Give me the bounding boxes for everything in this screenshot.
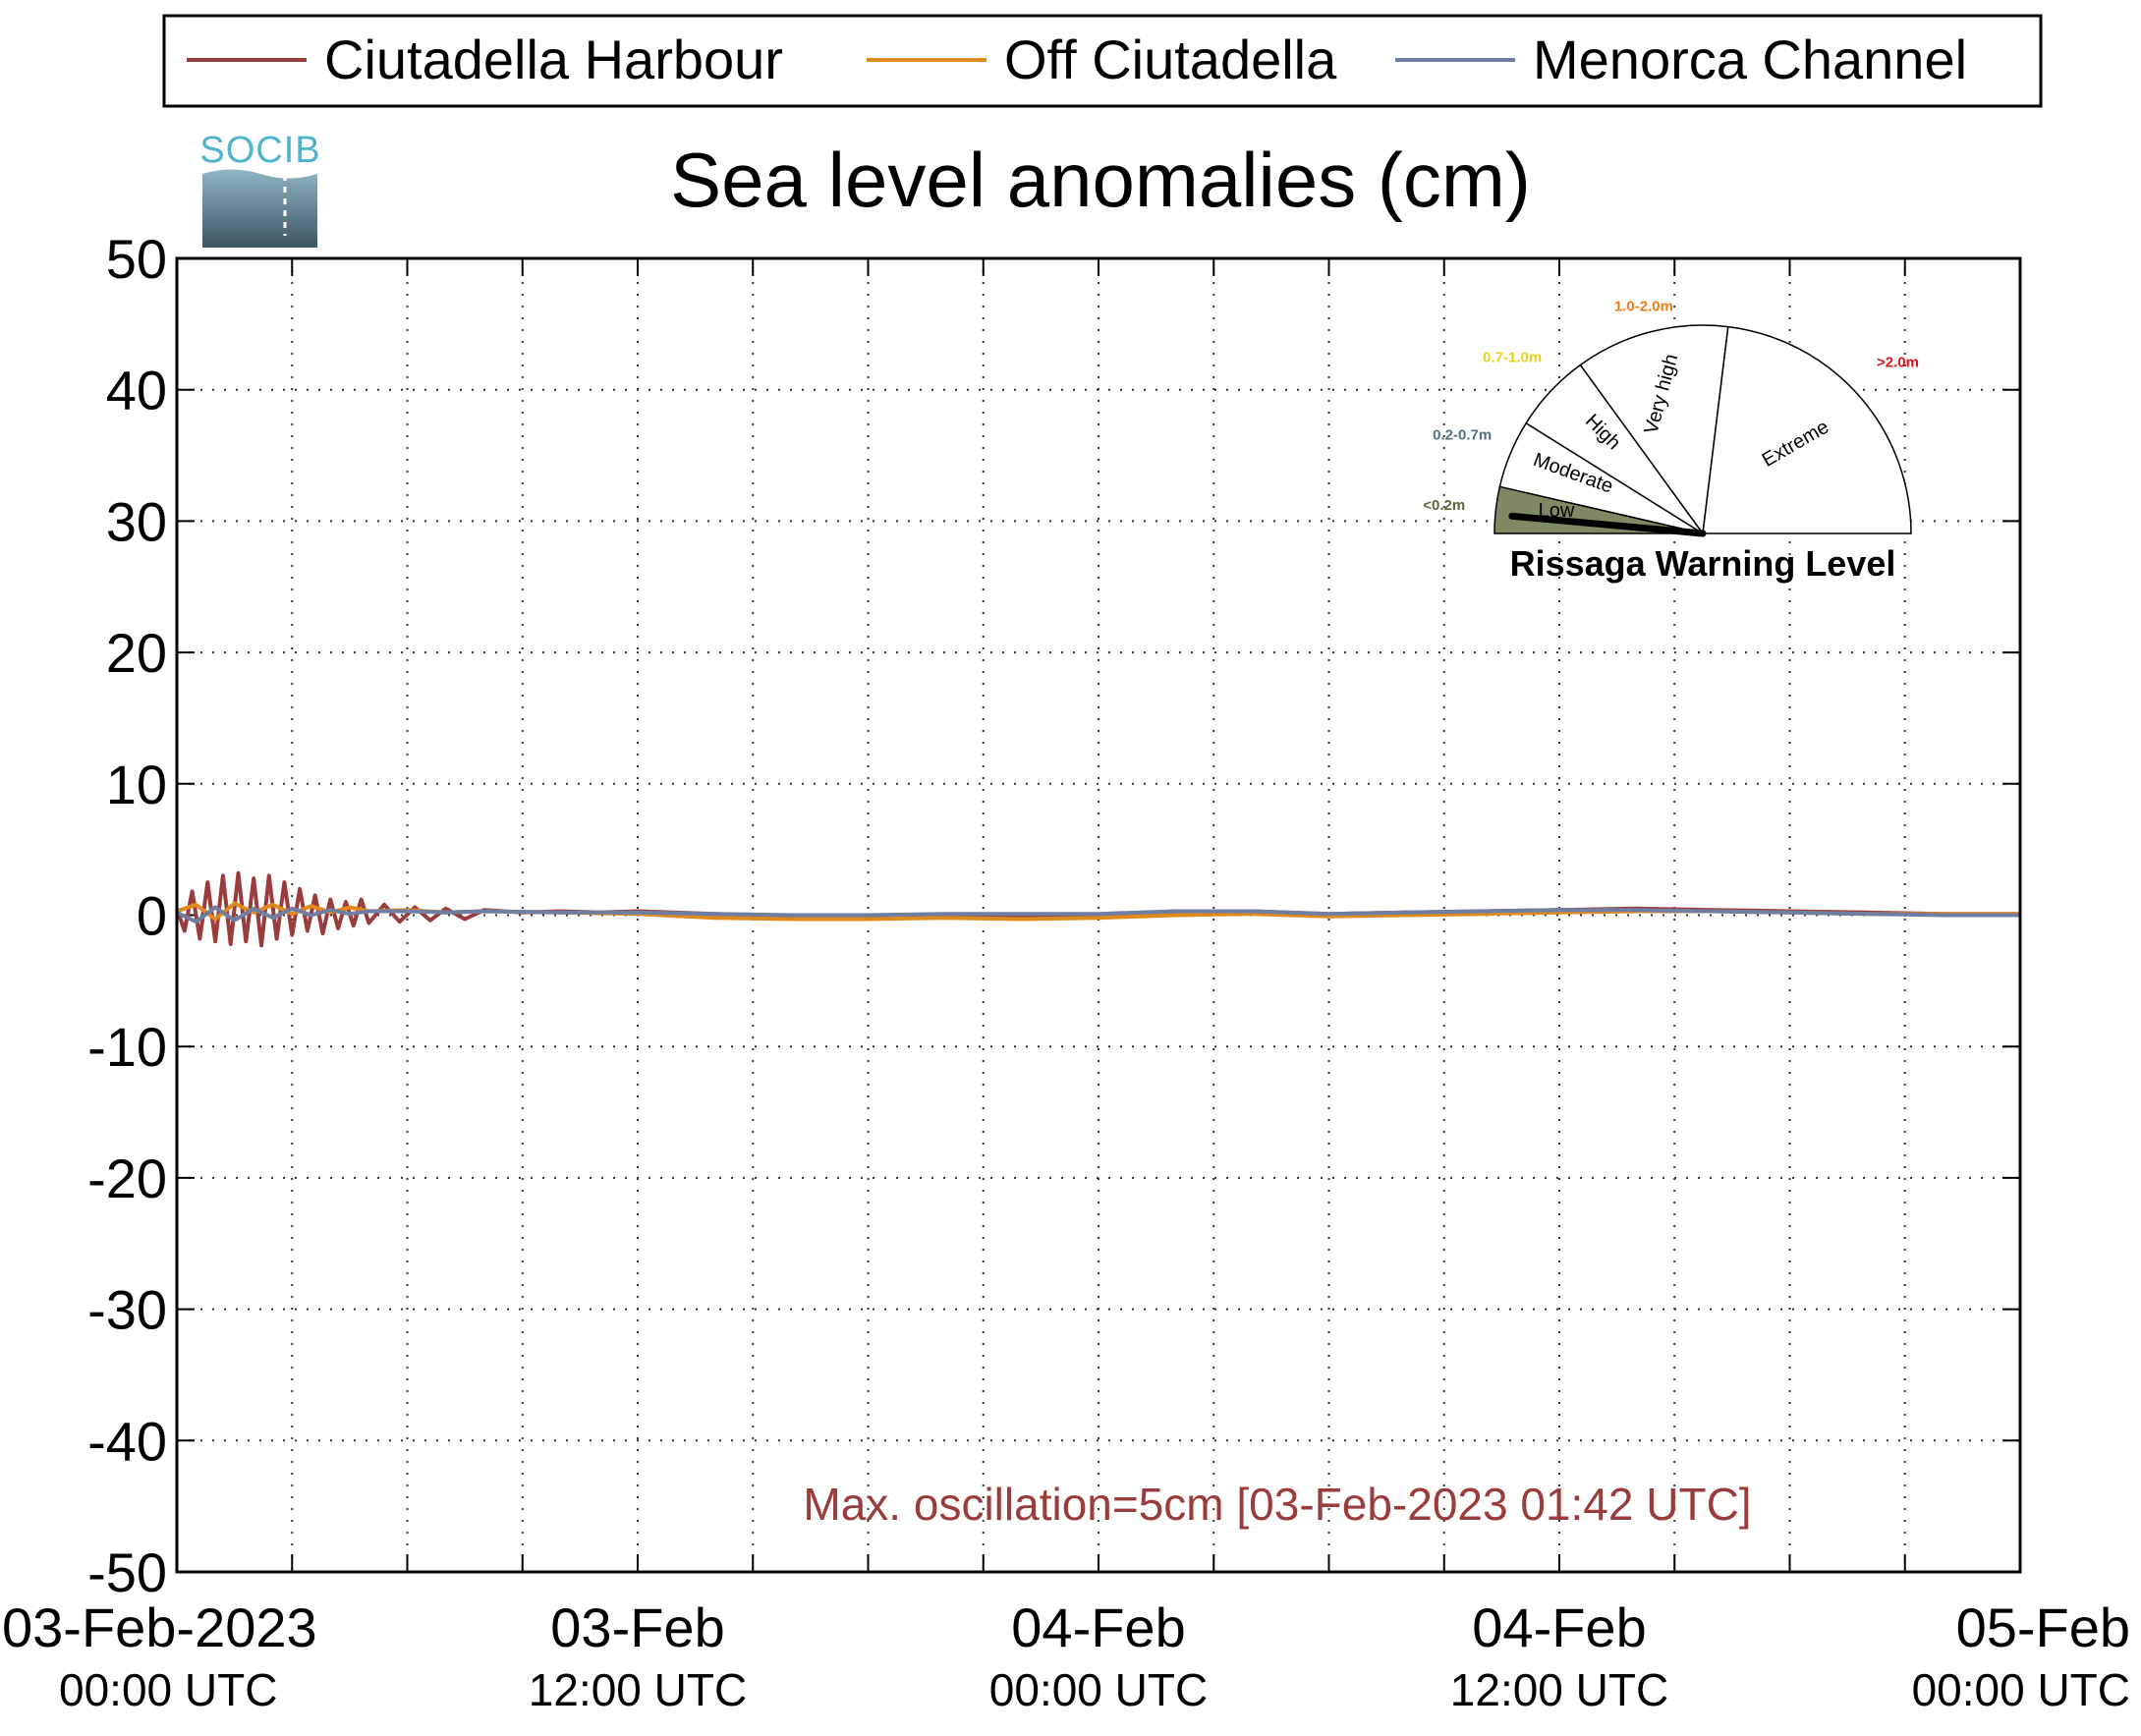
y-tick-label: -40	[87, 1410, 167, 1472]
socib-logo-mark	[202, 169, 317, 248]
socib-logo: SOCIB	[199, 130, 320, 248]
x-tick-date-label: 03-Feb-2023	[2, 1596, 317, 1658]
x-tick-date-label: 03-Feb	[550, 1596, 724, 1658]
gauge-range-label: 1.0-2.0m	[1614, 299, 1673, 315]
series-group	[175, 870, 2020, 948]
gauge-range-label: 0.7-1.0m	[1483, 349, 1542, 365]
gauge-range-label: <0.2m	[1423, 497, 1465, 514]
legend-label-off-ciutadella: Off Ciutadella	[1004, 28, 1337, 90]
legend: Ciutadella Harbour Off Ciutadella Menorc…	[162, 14, 2043, 108]
rissaga-warning-title: Rissaga Warning Level	[1510, 543, 1896, 584]
x-tick-time-label: 12:00 UTC	[1450, 1664, 1668, 1715]
x-tick-date-label: 04-Feb	[1472, 1596, 1646, 1658]
max-oscillation-annotation: Max. oscillation=5cm [03-Feb-2023 01:42 …	[803, 1479, 1751, 1530]
x-tick-time-label: 00:00 UTC	[1912, 1664, 2130, 1715]
legend-label-ciutadella-harbour: Ciutadella Harbour	[324, 28, 783, 90]
gauge-needle	[1508, 512, 1707, 537]
gauge-sector-very-high	[1579, 324, 1729, 535]
y-tick-label: -30	[87, 1279, 167, 1341]
plot-frame	[175, 256, 2022, 1574]
y-tick-label: -10	[87, 1016, 167, 1078]
x-tick-date-label: 04-Feb	[1011, 1596, 1185, 1658]
y-tick-label: 40	[106, 360, 167, 421]
y-tick-label: -20	[87, 1148, 167, 1209]
y-axis: -50 -40 -30 -20 -10 0 10 20 30 40 50	[87, 228, 2020, 1603]
y-tick-label: 10	[106, 754, 167, 815]
gauge-range-label: 0.2-0.7m	[1433, 427, 1492, 444]
y-tick-label: -50	[87, 1541, 167, 1603]
x-tick-time-label: 00:00 UTC	[989, 1664, 1208, 1715]
x-axis: 03-Feb-2023 00:00 UTC 03-Feb 12:00 UTC 04-Fe…	[2, 258, 2130, 1715]
y-tick-label: 30	[106, 490, 167, 552]
y-tick-label: 20	[106, 622, 167, 684]
legend-frame	[162, 14, 2043, 108]
x-tick-time-label: 00:00 UTC	[59, 1664, 277, 1715]
gauge-range-label: >2.0m	[1877, 354, 1919, 370]
y-tick-label: 0	[137, 885, 167, 947]
legend-label-menorca-channel: Menorca Channel	[1533, 28, 1967, 90]
gauge-sector-extreme	[1702, 325, 1912, 534]
y-tick-label: 50	[106, 228, 167, 290]
series-line-menorca-channel	[176, 905, 2020, 924]
socib-logo-text: SOCIB	[199, 130, 320, 171]
x-tick-date-label: 05-Feb	[1956, 1596, 2130, 1658]
x-tick-time-label: 12:00 UTC	[529, 1664, 747, 1715]
chart-title: Sea level anomalies (cm)	[670, 137, 1531, 223]
